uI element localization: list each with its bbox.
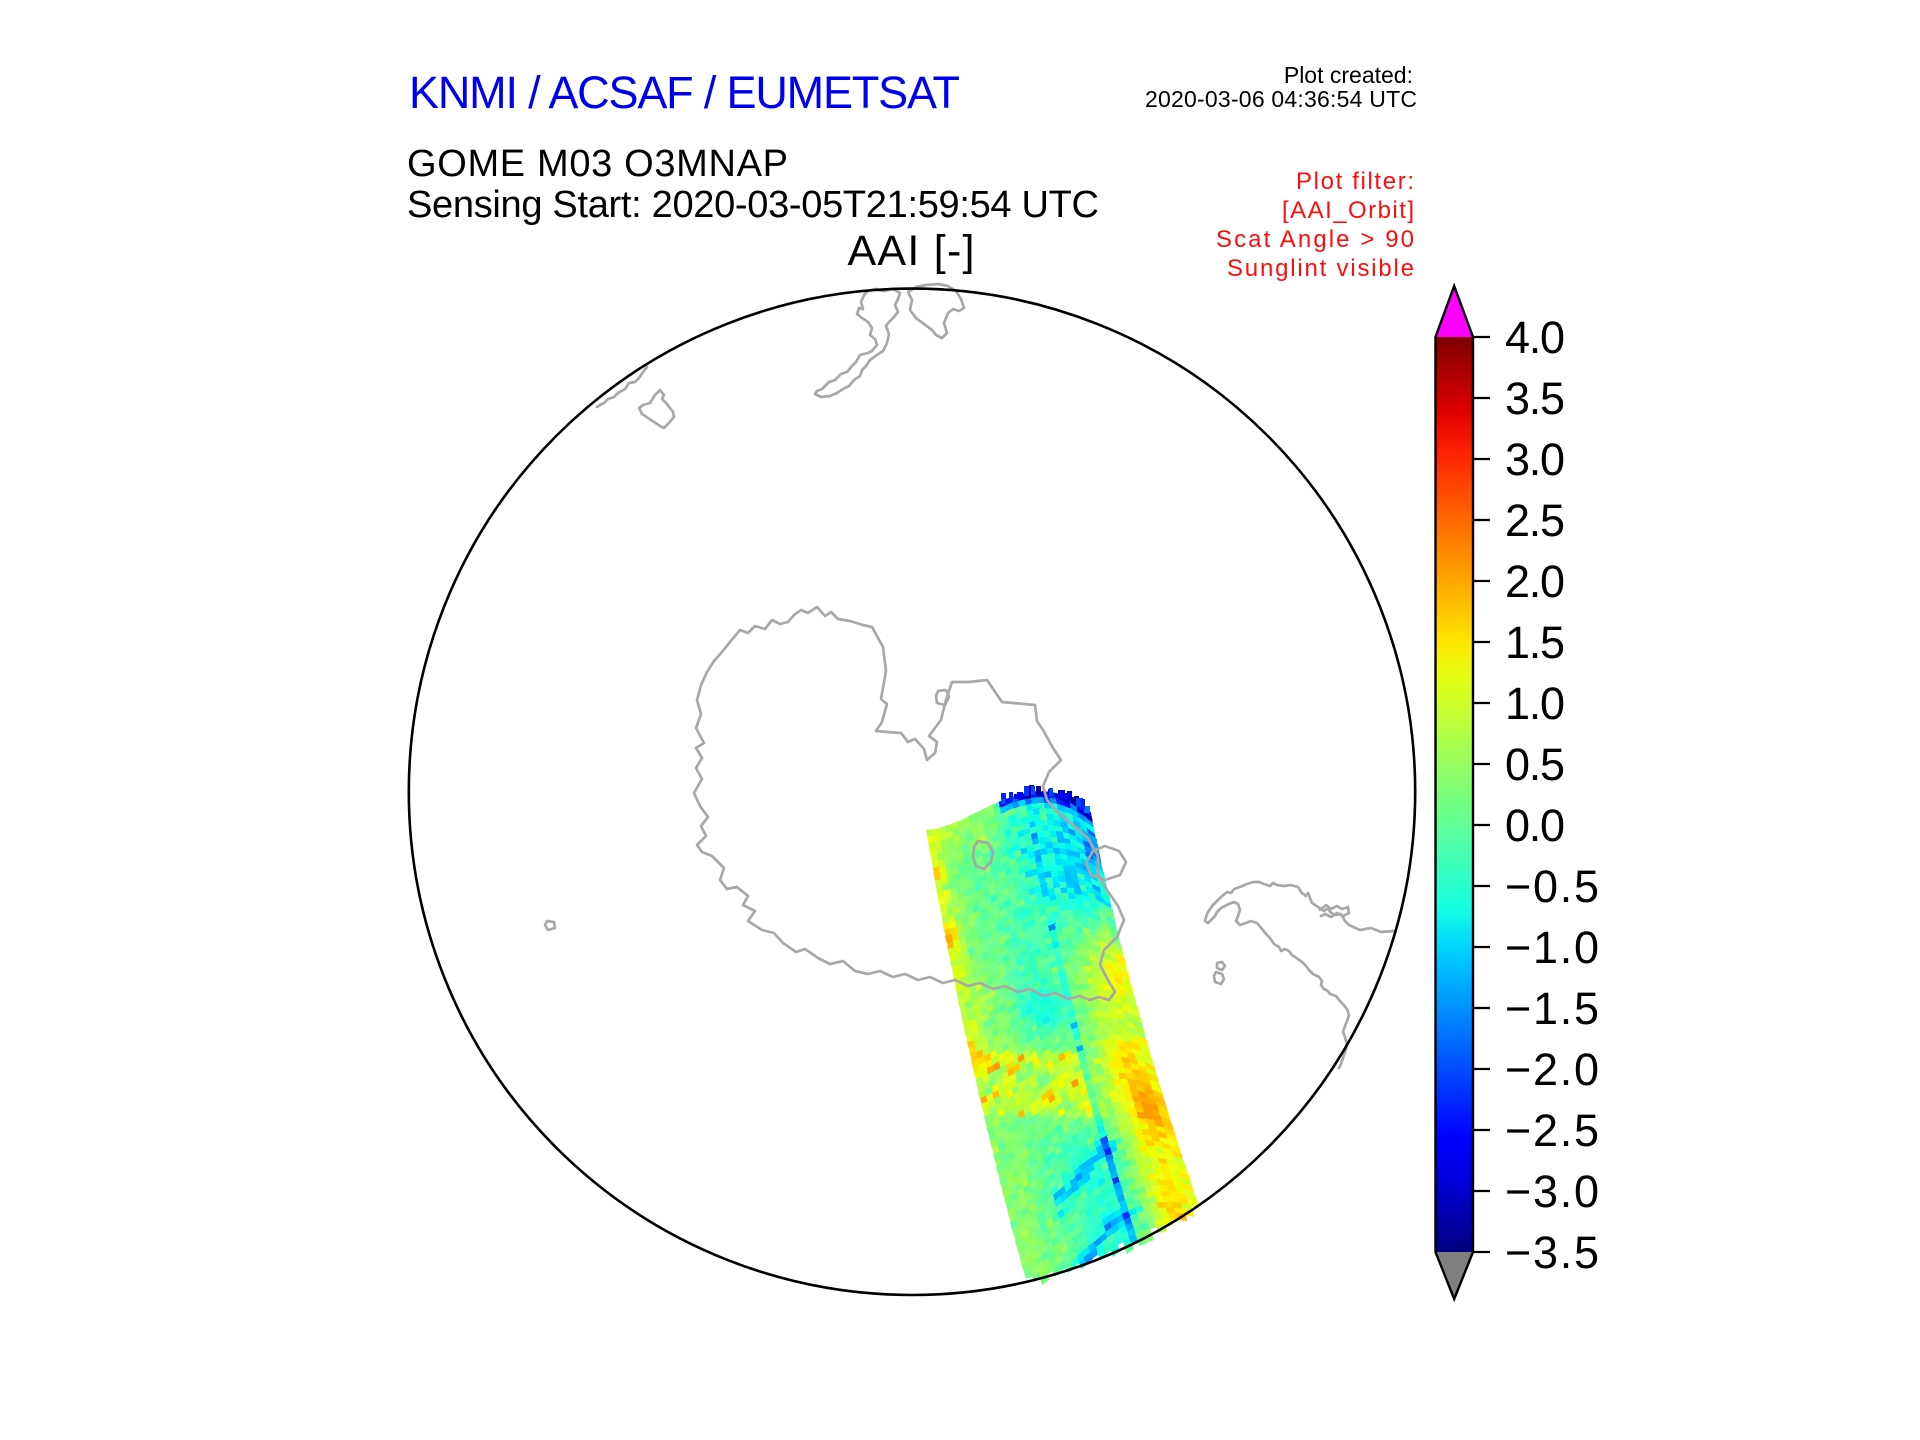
svg-text:2.0: 2.0	[1505, 556, 1565, 607]
svg-text:−1.5: −1.5	[1505, 983, 1599, 1034]
svg-text:3.5: 3.5	[1505, 373, 1565, 424]
svg-text:2020-03-06 04:36:54 UTC: 2020-03-06 04:36:54 UTC	[1145, 86, 1417, 112]
svg-text:−1.0: −1.0	[1505, 922, 1599, 973]
svg-text:−2.0: −2.0	[1505, 1044, 1599, 1095]
svg-text:Plot filter:: Plot filter:	[1296, 168, 1414, 195]
svg-text:[AAI_Orbit]: [AAI_Orbit]	[1282, 197, 1414, 224]
svg-text:−3.5: −3.5	[1505, 1227, 1599, 1278]
svg-text:1.5: 1.5	[1505, 617, 1565, 668]
svg-text:−2.5: −2.5	[1505, 1105, 1599, 1156]
svg-text:KNMI / ACSAF / EUMETSAT: KNMI / ACSAF / EUMETSAT	[409, 67, 960, 118]
svg-text:−3.0: −3.0	[1505, 1166, 1599, 1217]
svg-text:GOME M03 O3MNAP: GOME M03 O3MNAP	[407, 143, 788, 185]
svg-text:2.5: 2.5	[1505, 495, 1565, 546]
svg-text:1.0: 1.0	[1505, 678, 1565, 729]
svg-text:Scat Angle > 90: Scat Angle > 90	[1216, 226, 1414, 253]
svg-text:Sunglint visible: Sunglint visible	[1227, 255, 1414, 282]
svg-text:4.0: 4.0	[1505, 312, 1565, 363]
svg-text:−0.5: −0.5	[1505, 861, 1599, 912]
svg-text:AAI [-]: AAI [-]	[848, 227, 975, 275]
svg-text:0.0: 0.0	[1505, 800, 1565, 851]
svg-text:Plot created:: Plot created:	[1284, 62, 1413, 88]
svg-text:3.0: 3.0	[1505, 434, 1565, 485]
svg-text:0.5: 0.5	[1505, 739, 1565, 790]
svg-text:Sensing Start: 2020-03-05T21:5: Sensing Start: 2020-03-05T21:59:54 UTC	[407, 184, 1099, 226]
